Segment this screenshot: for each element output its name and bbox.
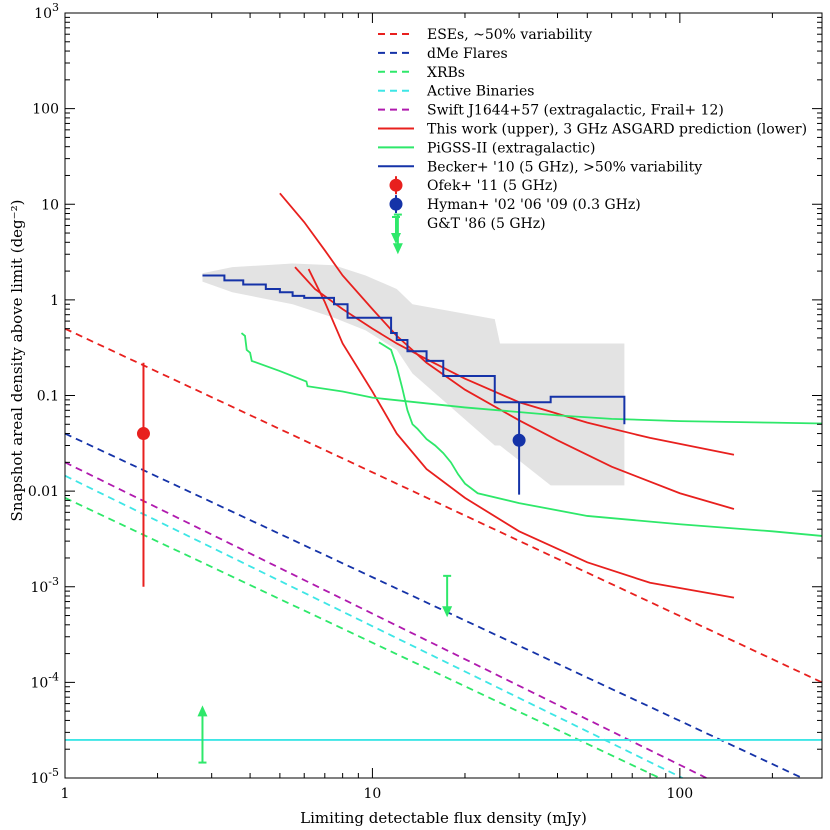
y-tick-label: 103 <box>34 1 59 22</box>
axis-ticks <box>64 12 822 779</box>
limit-arrowhead <box>392 243 403 255</box>
legend-swatch-arrowhead <box>391 233 401 244</box>
y-tick-label: 100 <box>32 102 59 118</box>
legend-item-dme-flares: dMe Flares <box>378 46 508 62</box>
series-active-binaries-3 <box>64 474 683 779</box>
x-tick-label: 100 <box>666 786 693 802</box>
legend-item-hyman-02-06-09-0-3-ghz: Hyman+ '02 '06 '09 (0.3 GHz) <box>389 195 641 214</box>
tick-exponent: -5 <box>48 766 59 779</box>
legend-item-ofek-11-5-ghz: Ofek+ '11 (5 GHz) <box>389 176 558 195</box>
legend-label: XRBs <box>427 65 465 81</box>
y-tick-label: 10-5 <box>30 766 59 787</box>
legend-label: Ofek+ '11 (5 GHz) <box>427 178 558 194</box>
point-marker <box>136 427 150 441</box>
tick-exponent: -4 <box>48 670 59 683</box>
limit-arrow-2 <box>197 705 208 764</box>
tick-base: 10 <box>30 771 48 787</box>
series-swift-j1644-57-extragalactic-frail-12-4 <box>64 461 707 779</box>
legend-item-g-t-86-5-ghz: G&T '86 (5 GHz) <box>391 216 546 244</box>
y-tick-label: 0.01 <box>28 484 59 500</box>
legend: ESEs, ~50% variability dMe Flares XRBs Acti… <box>378 27 807 244</box>
tick-exponent: 3 <box>52 1 59 14</box>
series-this-work-upper-3-ghz-asgard-prediction-lower-6 <box>307 268 735 599</box>
legend-label: ESEs, ~50% variability <box>427 27 592 43</box>
point-ofek-11-5-ghz <box>136 362 150 587</box>
series-pigss-ii-extragalactic-8 <box>240 332 823 425</box>
legend-label: PiGSS-II (extragalactic) <box>427 140 595 156</box>
legend-swatch <box>389 197 403 211</box>
legend-label: dMe Flares <box>427 46 508 62</box>
point-marker <box>512 433 526 447</box>
series-eses-50-variability-0 <box>64 327 823 684</box>
series-lines <box>64 192 823 779</box>
y-tick-label: 10-3 <box>30 575 59 596</box>
limit-arrow-1 <box>442 574 453 618</box>
legend-item-active-binaries: Active Binaries <box>378 84 534 100</box>
legend-swatch <box>389 178 403 192</box>
tick-exponent: -3 <box>48 575 59 588</box>
legend-item-pigss-ii-extragalactic: PiGSS-II (extragalactic) <box>378 140 595 156</box>
series-pigss-ii-extragalactic-9 <box>378 341 823 537</box>
x-tick-label: 1 <box>61 786 70 802</box>
limit-arrowhead <box>197 705 208 717</box>
legend-item-xrbs: XRBs <box>378 65 465 81</box>
y-tick-label: 0.1 <box>37 389 59 405</box>
data-markers <box>136 213 526 764</box>
legend-label: This work (upper), 3 GHz ASGARD predicti… <box>427 122 807 138</box>
y-axis-title: Snapshot areal density above limit (deg⁻… <box>8 200 26 522</box>
series-xrbs-2 <box>64 497 661 779</box>
x-tick-label: 10 <box>364 786 382 802</box>
legend-item-becker-10-5-ghz-50-variability: Becker+ '10 (5 GHz), >50% variability <box>378 159 702 175</box>
y-tick-label: 1 <box>50 293 59 309</box>
legend-item-swift-j1644-57-extragalactic-frail-12: Swift J1644+57 (extragalactic, Frail+ 12… <box>378 103 724 119</box>
limit-arrow-0 <box>392 213 403 255</box>
tick-base: 10 <box>34 6 52 22</box>
legend-label: Active Binaries <box>426 84 534 100</box>
legend-item-eses-50-variability: ESEs, ~50% variability <box>378 27 592 43</box>
tick-base: 10 <box>30 580 48 596</box>
legend-label: Swift J1644+57 (extragalactic, Frail+ 12… <box>427 103 724 119</box>
tick-base: 10 <box>30 675 48 691</box>
legend-label: Becker+ '10 (5 GHz), >50% variability <box>427 159 702 175</box>
point-hyman-02-06-09-0-3-ghz <box>512 402 526 495</box>
limit-arrowhead <box>442 606 453 618</box>
x-axis-title: Limiting detectable flux density (mJy) <box>300 809 587 827</box>
series-becker-10-5-ghz-50-variability-10 <box>202 274 626 425</box>
legend-label: G&T '86 (5 GHz) <box>427 216 546 232</box>
series-this-work-upper-3-ghz-asgard-prediction-lower-5 <box>279 192 735 510</box>
y-tick-label: 10-4 <box>30 670 59 691</box>
y-tick-label: 10 <box>41 197 59 213</box>
legend-label: Hyman+ '02 '06 '09 (0.3 GHz) <box>427 197 641 213</box>
legend-item-this-work-upper-3-ghz-asgard-prediction-lower: This work (upper), 3 GHz ASGARD predicti… <box>378 122 807 138</box>
series-dme-flares-1 <box>64 432 803 779</box>
